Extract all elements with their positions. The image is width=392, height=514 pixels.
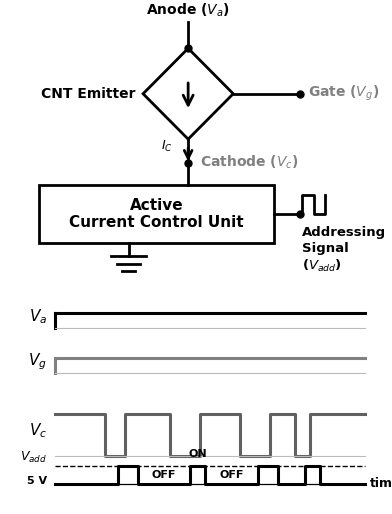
Text: ON: ON: [188, 449, 207, 458]
Text: Active: Active: [130, 198, 183, 213]
Bar: [39, 185, 274, 243]
Text: $I_C$: $I_C$: [161, 139, 172, 154]
Text: $V_g$: $V_g$: [28, 352, 47, 372]
Text: $V_a$: $V_a$: [29, 307, 47, 326]
Text: Addressing
Signal
($V_{add}$): Addressing Signal ($V_{add}$): [302, 226, 386, 274]
Text: Gate ($V_g$): Gate ($V_g$): [308, 84, 379, 103]
Text: Cathode ($V_c$): Cathode ($V_c$): [200, 154, 298, 171]
Text: $V_c$: $V_c$: [29, 421, 47, 440]
Text: Current Control Unit: Current Control Unit: [69, 214, 244, 230]
Text: CNT Emitter: CNT Emitter: [41, 87, 135, 101]
Text: OFF: OFF: [152, 470, 176, 480]
Text: Anode ($V_a$): Anode ($V_a$): [146, 2, 230, 19]
Text: $V_{add}$: $V_{add}$: [20, 450, 47, 465]
Text: OFF: OFF: [219, 470, 244, 480]
Text: time: time: [370, 478, 392, 490]
Text: 5 V: 5 V: [27, 476, 47, 486]
